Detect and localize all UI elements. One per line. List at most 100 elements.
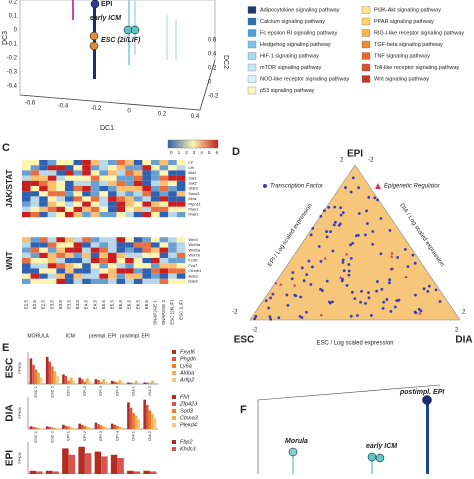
heat-cell xyxy=(142,212,151,218)
heat-cell xyxy=(30,196,40,202)
bar xyxy=(51,427,54,429)
bar xyxy=(62,424,65,429)
gene-label: Fzd5 xyxy=(188,258,198,263)
heat-cell xyxy=(30,201,40,207)
heat-cell xyxy=(39,273,48,279)
stem xyxy=(426,400,429,474)
heat-cell xyxy=(47,263,57,269)
bar xyxy=(118,380,122,384)
point xyxy=(253,317,257,321)
legend-swatch xyxy=(247,6,257,14)
heat-cell xyxy=(159,186,169,192)
bar xyxy=(62,448,69,474)
point xyxy=(294,294,298,298)
scale-tick: 2 xyxy=(185,150,188,155)
heat-cell xyxy=(90,258,100,264)
heat-cell xyxy=(82,268,91,274)
tick-label: 0.2 xyxy=(208,66,217,72)
column-label: SNAP2GE 1 xyxy=(152,300,157,326)
column-label: E2.5 xyxy=(41,300,46,310)
scale-tick: 4 xyxy=(200,150,203,155)
heat-cell xyxy=(151,273,160,279)
heat-cell xyxy=(39,165,48,171)
heat-cell xyxy=(151,180,160,186)
heat-cell xyxy=(73,160,83,166)
column-label: ESC 1 xyxy=(33,385,38,397)
heat-cell xyxy=(116,196,126,202)
heat-cell xyxy=(125,268,134,274)
heat-cell xyxy=(82,175,91,181)
heat-cell xyxy=(47,201,57,207)
legend-swatch xyxy=(361,52,371,60)
point xyxy=(274,281,278,285)
heat-cell xyxy=(151,242,160,248)
point xyxy=(347,269,351,273)
legend-swatch xyxy=(247,52,257,60)
unit-label: FPKM xyxy=(17,362,22,373)
legend-text: PPAR signaling pathway xyxy=(374,19,434,25)
heat-cell xyxy=(125,242,134,248)
point xyxy=(293,283,297,287)
heat-cell xyxy=(82,186,91,192)
heat-cell xyxy=(168,165,177,171)
heat-cell xyxy=(159,180,169,186)
heat-cell xyxy=(151,258,160,264)
heat-cell xyxy=(176,258,186,264)
column-label: E3.5 xyxy=(58,300,63,310)
legend-text: Wnt signaling pathway xyxy=(374,76,429,82)
tick-label: 0.6 xyxy=(208,38,217,44)
heat-cell xyxy=(125,180,134,186)
point xyxy=(349,190,353,194)
bar xyxy=(72,380,76,384)
bar xyxy=(34,427,38,429)
heat-cell xyxy=(73,258,83,264)
heat-cell xyxy=(176,180,186,186)
heat-cell xyxy=(176,196,186,202)
stem xyxy=(166,15,168,60)
gene-label: Jak2 xyxy=(188,180,197,185)
heat-cell xyxy=(176,206,186,212)
point xyxy=(300,266,304,270)
heat-cell xyxy=(82,242,91,248)
bar xyxy=(143,382,146,384)
heat-cell xyxy=(168,191,177,197)
point xyxy=(367,196,371,199)
legend-text: Calcium signaling pathway xyxy=(260,19,325,25)
point xyxy=(305,310,308,314)
column-label: E6.5 xyxy=(127,300,132,310)
heat-cell xyxy=(108,212,117,218)
bar xyxy=(105,382,108,384)
heat-cell xyxy=(108,196,117,202)
point xyxy=(286,304,290,307)
heat-cell xyxy=(108,170,117,176)
heat-cell xyxy=(168,170,177,176)
gene-label: Wnt3a xyxy=(188,242,200,247)
bar xyxy=(64,425,68,429)
heat-cell xyxy=(142,278,151,284)
heat-cell xyxy=(176,191,186,197)
point xyxy=(328,300,331,304)
heat-cell xyxy=(133,242,143,248)
bar xyxy=(69,427,73,429)
column-label: ESC (LIF) xyxy=(178,300,183,321)
heat-cell xyxy=(39,180,48,186)
tick-label: -0.2 xyxy=(7,56,18,62)
legend-swatch xyxy=(172,447,176,451)
legend-text: HIF-1 signaling pathway xyxy=(260,53,319,59)
point xyxy=(356,314,359,317)
point xyxy=(342,269,346,273)
point xyxy=(319,259,323,263)
heat-cell xyxy=(168,258,177,264)
heat-cell xyxy=(65,196,74,202)
heat-cell xyxy=(116,247,126,253)
heat-cell xyxy=(125,191,134,197)
point xyxy=(376,280,379,283)
bar xyxy=(153,418,157,429)
point xyxy=(403,247,407,251)
heat-cell xyxy=(116,258,126,264)
gene-label: Ifnar1 xyxy=(188,212,199,217)
point xyxy=(380,287,384,291)
column-label: EPI 3 xyxy=(98,430,103,441)
heat-cell xyxy=(133,268,143,274)
point xyxy=(264,299,268,303)
